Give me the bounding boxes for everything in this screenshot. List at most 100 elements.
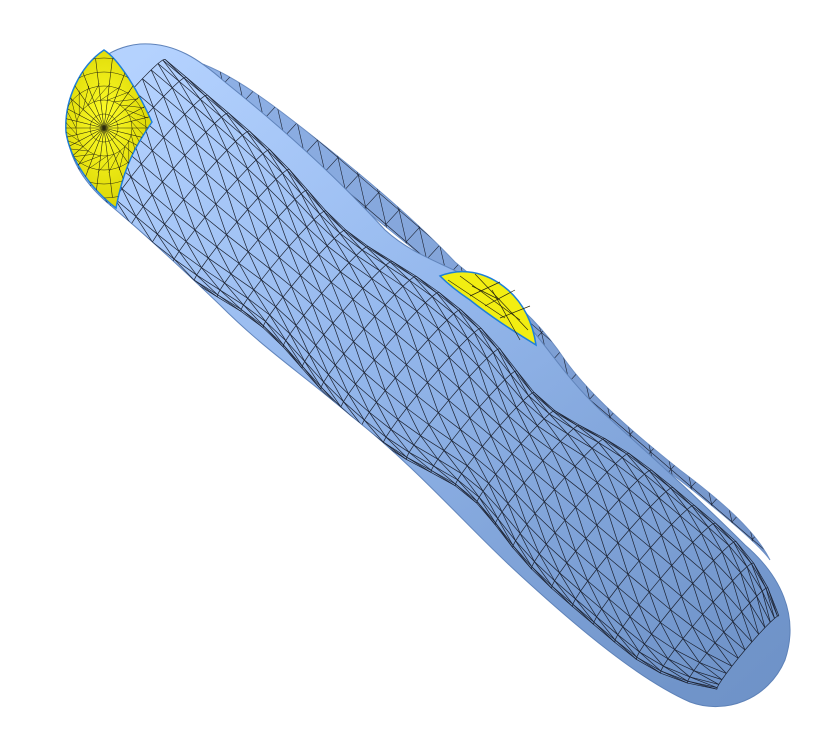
mesh-edge: [246, 131, 264, 154]
mesh-edge: [417, 351, 428, 383]
mesh-edge: [554, 580, 576, 600]
mesh-edge: [602, 438, 627, 455]
mesh-edge: [533, 304, 552, 324]
mesh-edge: [343, 230, 367, 248]
mesh-edge: [564, 507, 576, 521]
mesh-edge: [288, 246, 311, 265]
mesh-edge: [446, 319, 460, 348]
mesh-edge: [631, 398, 653, 417]
mesh-edge: [257, 239, 280, 258]
mesh-edge: [596, 525, 608, 557]
mesh-edge: [639, 643, 645, 653]
mesh-edge: [474, 446, 483, 457]
mesh-edge: [317, 130, 328, 141]
mesh-edge: [323, 381, 344, 402]
mesh-edge: [495, 524, 514, 548]
mesh-edge: [343, 353, 356, 385]
mesh-edge: [245, 66, 266, 85]
mesh-edge: [178, 81, 194, 106]
mesh-edge: [482, 446, 504, 465]
mesh-edge: [571, 339, 575, 342]
mesh-edge: [242, 134, 257, 161]
mesh-edge: [267, 187, 288, 208]
mesh-edge: [226, 191, 238, 223]
mesh-edge: [173, 212, 187, 242]
mesh-edge: [277, 207, 288, 218]
mesh-edge: [286, 207, 307, 228]
mesh-edge: [457, 479, 480, 498]
mesh-edge: [406, 227, 420, 243]
mesh-edge: [706, 652, 733, 667]
cap-mesh-edge: [65, 137, 84, 147]
mesh-edge: [670, 487, 688, 510]
mesh-edge: [670, 596, 682, 610]
mesh-edge: [551, 588, 573, 607]
mesh-edge: [157, 223, 165, 235]
mesh-edge: [257, 197, 279, 218]
mesh-edge: [552, 410, 578, 426]
mesh-edge: [596, 511, 609, 526]
mesh-edge: [611, 381, 633, 400]
mesh-edge: [321, 281, 332, 294]
mesh-edge: [706, 652, 727, 674]
mesh-edge: [219, 282, 225, 291]
mesh-edge: [416, 302, 426, 312]
mesh-edge: [574, 466, 587, 495]
mesh-edge: [200, 99, 215, 124]
mesh-edge: [306, 111, 311, 119]
mesh-edge: [174, 125, 186, 156]
mesh-edge: [650, 506, 662, 536]
mesh-edge: [651, 633, 669, 660]
mesh-edge: [205, 123, 215, 133]
mesh-edge: [622, 626, 640, 653]
mid-patch[interactable]: [438, 270, 537, 347]
mesh-edge: [286, 94, 290, 97]
mesh-edge: [305, 190, 325, 212]
mesh-edge: [713, 560, 724, 591]
mesh-edge: [733, 479, 738, 487]
mesh-edge: [687, 676, 691, 682]
mesh-edge: [385, 264, 404, 287]
mesh-edge: [617, 634, 640, 653]
mesh-edge: [606, 472, 620, 501]
mesh-edge: [531, 561, 535, 567]
mesh-edge: [196, 267, 202, 276]
mesh-edge: [596, 569, 610, 600]
mesh-edge: [652, 409, 657, 417]
mesh-edge: [361, 249, 387, 266]
mesh-edge: [708, 527, 723, 553]
mesh-edge: [387, 181, 392, 189]
cap-mesh-ring: [65, 85, 147, 171]
end-cap-patch[interactable]: [34, 49, 174, 210]
mesh-edge: [385, 390, 407, 409]
mesh-edge: [237, 178, 259, 199]
mesh-edge: [528, 395, 550, 415]
mesh-edge: [617, 586, 631, 617]
mesh-edge: [385, 209, 400, 225]
mesh-edge: [130, 176, 144, 207]
mesh-edge: [437, 458, 458, 481]
mesh-edge: [204, 95, 227, 114]
mesh-edge: [621, 453, 627, 458]
mesh-edge: [282, 173, 296, 200]
mesh-edge: [235, 141, 257, 161]
mesh-edge: [200, 98, 222, 118]
mesh-edge: [628, 529, 640, 561]
mesh-edge: [573, 425, 578, 429]
mesh-edge: [492, 352, 506, 380]
mesh-edge: [474, 456, 496, 475]
mesh-edge: [482, 491, 499, 519]
mesh-edge: [507, 503, 521, 534]
mesh-edge: [724, 489, 746, 508]
mesh-edge: [466, 456, 475, 467]
mesh-edge: [174, 114, 185, 126]
mesh-edge: [559, 562, 568, 574]
mesh-edge: [580, 590, 597, 618]
mesh-edge: [275, 172, 283, 180]
mesh-edge: [661, 535, 672, 566]
mesh-edge: [686, 509, 702, 534]
mesh-edge: [469, 366, 479, 377]
mesh-edge: [361, 246, 367, 251]
